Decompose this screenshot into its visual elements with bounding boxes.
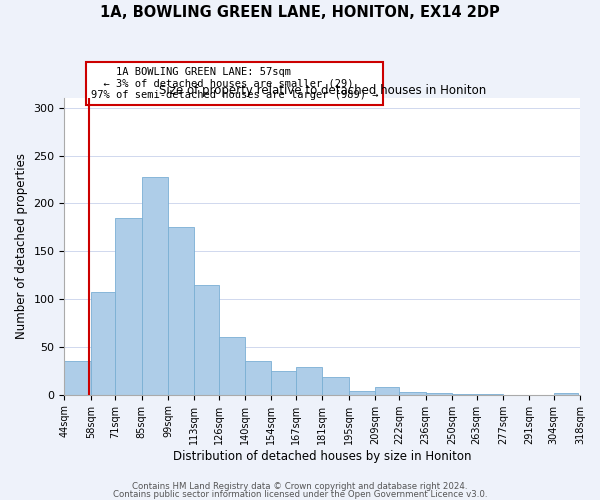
Title: Size of property relative to detached houses in Honiton: Size of property relative to detached ho… (158, 84, 486, 97)
Bar (142, 176, 168, 394)
Bar (64, 361, 91, 394)
Bar (349, 391, 375, 394)
Bar (425, 393, 452, 394)
Bar (271, 371, 296, 394)
Text: Contains public sector information licensed under the Open Government Licence v3: Contains public sector information licen… (113, 490, 487, 499)
Text: 1A, BOWLING GREEN LANE, HONITON, EX14 2DP: 1A, BOWLING GREEN LANE, HONITON, EX14 2D… (100, 5, 500, 20)
Bar (219, 338, 245, 394)
Bar (296, 367, 322, 394)
Text: 1A BOWLING GREEN LANE: 57sqm
  ← 3% of detached houses are smaller (29)
97% of s: 1A BOWLING GREEN LANE: 57sqm ← 3% of det… (91, 67, 378, 100)
Bar (115, 218, 142, 394)
Text: Contains HM Land Registry data © Crown copyright and database right 2024.: Contains HM Land Registry data © Crown c… (132, 482, 468, 491)
Bar (554, 393, 578, 394)
Bar (91, 292, 115, 394)
Y-axis label: Number of detached properties: Number of detached properties (15, 154, 28, 340)
Bar (375, 387, 400, 394)
Bar (400, 392, 425, 394)
Bar (194, 284, 219, 395)
Bar (322, 376, 349, 394)
Bar (245, 361, 271, 394)
Bar (168, 228, 194, 394)
X-axis label: Distribution of detached houses by size in Honiton: Distribution of detached houses by size … (173, 450, 472, 462)
